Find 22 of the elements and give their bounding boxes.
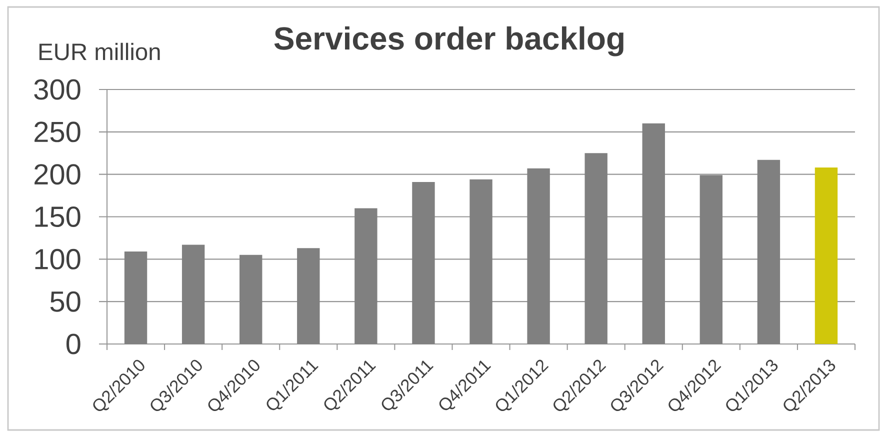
bar — [412, 182, 435, 344]
bar — [470, 179, 492, 344]
bar — [814, 168, 838, 344]
y-tick-label: 300 — [34, 79, 80, 100]
bar — [240, 254, 262, 344]
y-tick-label: 200 — [34, 164, 80, 185]
y-tick-label: 50 — [50, 291, 80, 312]
bar — [182, 244, 205, 344]
bar — [642, 123, 665, 344]
bar — [757, 160, 780, 344]
y-axis-title: EUR million — [39, 42, 160, 60]
chart-title: Services order backlog — [274, 26, 624, 56]
bar — [124, 252, 148, 344]
bar — [700, 175, 723, 344]
y-tick-label: 250 — [34, 122, 80, 142]
y-tick-label: 150 — [35, 206, 80, 228]
y-tick-label: 100 — [35, 248, 80, 270]
bar — [584, 153, 608, 344]
y-tick-label: 0 — [66, 334, 80, 354]
bar — [527, 168, 550, 344]
bar — [354, 208, 378, 344]
bar — [297, 248, 320, 344]
